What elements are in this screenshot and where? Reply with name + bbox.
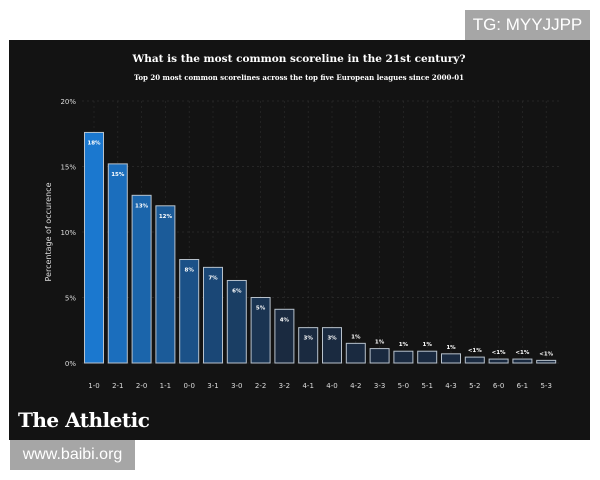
x-tick-label: 3-2	[279, 382, 290, 390]
data-label: 13%	[135, 203, 149, 209]
x-tick-label: 4-0	[326, 382, 337, 390]
y-tick-label: 0%	[65, 360, 76, 368]
bar-1-1	[155, 205, 176, 364]
data-label: 1%	[423, 342, 433, 348]
x-tick-label: 2-2	[255, 382, 266, 390]
x-tick-label: 5-0	[398, 382, 409, 390]
y-axis-label: Percentage of occurence	[44, 182, 53, 281]
y-tick-label: 15%	[60, 164, 76, 172]
x-tick-label: 5-2	[469, 382, 480, 390]
data-label: 5%	[256, 306, 266, 312]
bar-6-0	[488, 358, 509, 364]
watermark-bottom: www.baibi.org	[10, 440, 135, 470]
data-label: 18%	[87, 140, 101, 146]
data-label: 8%	[185, 268, 195, 274]
data-label: 15%	[111, 172, 125, 178]
x-tick-label: 0-0	[183, 382, 194, 390]
data-label: 4%	[280, 317, 290, 323]
chart-panel	[9, 40, 590, 440]
data-label: 7%	[208, 275, 218, 281]
y-tick-label: 10%	[60, 229, 76, 237]
bar-0-0	[179, 259, 200, 364]
x-tick-label: 3-0	[231, 382, 242, 390]
watermark-top: TG: MYYJJPP	[465, 10, 590, 40]
bar-2-0	[131, 194, 152, 364]
x-tick-label: 2-1	[112, 382, 123, 390]
bar-5-0	[393, 350, 414, 364]
chart-title: What is the most common scoreline in the…	[131, 53, 465, 65]
bar-1-0	[84, 131, 104, 364]
bar-2-2	[250, 297, 271, 364]
bar-2-1	[107, 163, 128, 364]
bar-6-1	[512, 358, 533, 364]
y-tick-label: 5%	[65, 295, 76, 303]
data-label: <1%	[492, 350, 506, 356]
x-tick-label: 3-3	[374, 382, 385, 390]
x-tick-label: 6-0	[493, 382, 504, 390]
bar-5-1	[417, 350, 438, 364]
bar-3-3	[369, 348, 390, 364]
bar-4-0	[322, 327, 342, 364]
x-tick-label: 1-1	[160, 382, 171, 390]
data-label: 1%	[351, 334, 361, 340]
data-label: 3%	[304, 336, 314, 342]
x-tick-label: 6-1	[517, 382, 528, 390]
x-tick-label: 1-0	[88, 382, 99, 390]
data-label: 1%	[399, 342, 409, 348]
bar-4-3	[441, 353, 461, 364]
bar-3-2	[274, 308, 295, 364]
x-tick-label: 4-2	[350, 382, 361, 390]
bar-5-2	[464, 356, 485, 364]
data-label: 12%	[159, 214, 173, 220]
bar-3-0	[226, 279, 247, 364]
data-label: 1%	[446, 345, 456, 351]
data-label: <1%	[468, 348, 482, 354]
x-tick-label: 2-0	[136, 382, 147, 390]
the-athletic-logo: The Athletic	[18, 408, 150, 432]
x-tick-label: 4-3	[445, 382, 456, 390]
data-label: 1%	[375, 340, 385, 346]
x-tick-label: 5-3	[540, 382, 551, 390]
bar-4-2	[345, 342, 366, 364]
bar-5-3	[536, 359, 557, 364]
data-label: 3%	[327, 336, 337, 342]
x-tick-label: 5-1	[421, 382, 432, 390]
bar-3-1	[203, 266, 223, 364]
data-label: 6%	[232, 288, 242, 294]
data-label: <1%	[539, 351, 553, 357]
chart-subtitle: Top 20 most common scorelines across the…	[134, 73, 464, 82]
data-label: <1%	[515, 350, 529, 356]
x-tick-label: 4-1	[302, 382, 313, 390]
x-tick-label: 3-1	[207, 382, 218, 390]
bar-4-1	[298, 327, 319, 364]
y-tick-label: 20%	[60, 98, 76, 106]
